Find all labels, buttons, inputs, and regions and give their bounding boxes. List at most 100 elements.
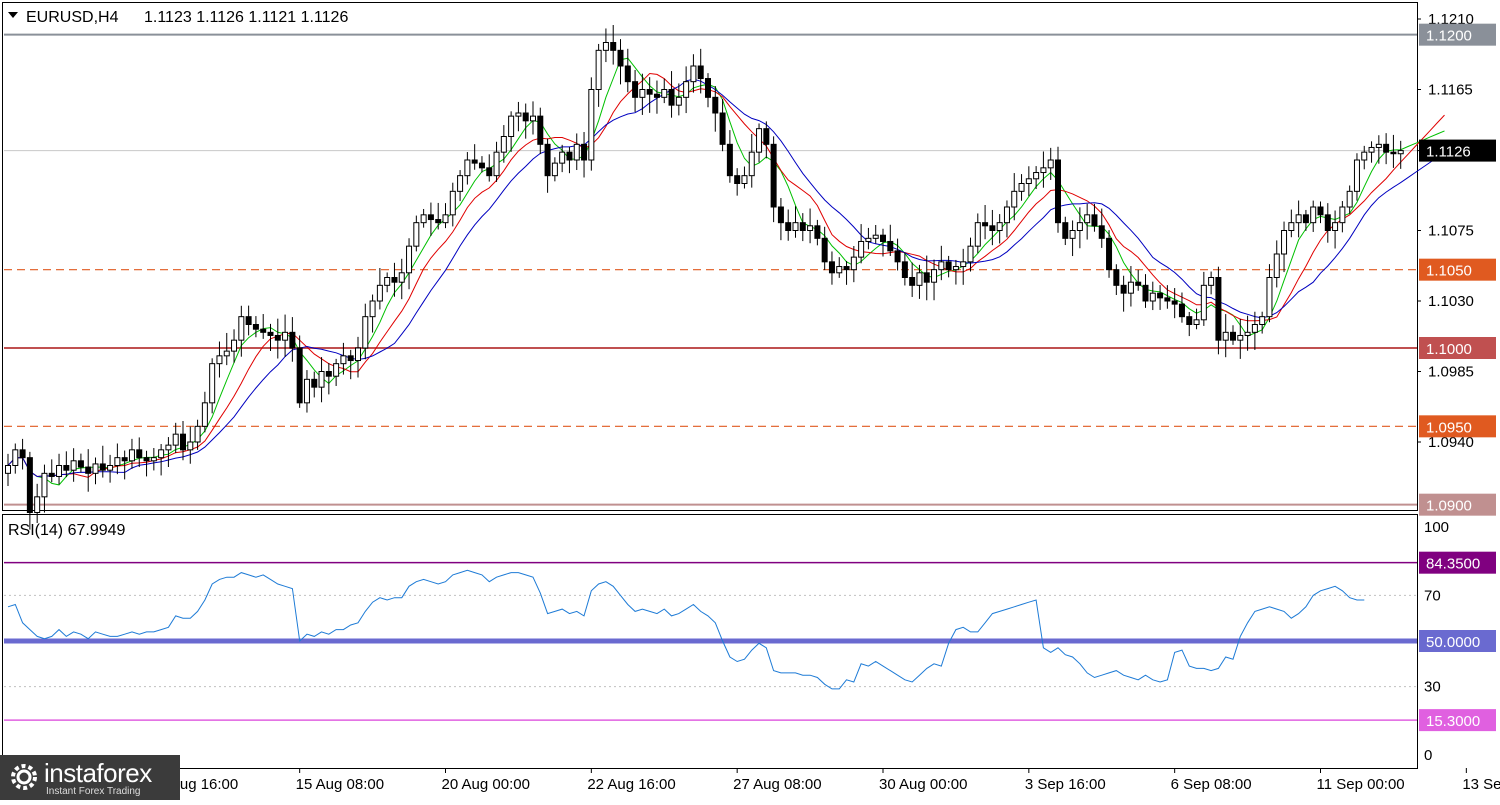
candle-body[interactable]	[712, 96, 719, 114]
candle-body[interactable]	[201, 402, 208, 427]
candle-body[interactable]	[880, 234, 886, 242]
candle-body[interactable]	[1361, 151, 1368, 161]
candle-body[interactable]	[1339, 206, 1346, 224]
candle-body[interactable]	[675, 96, 682, 106]
candle-body[interactable]	[967, 245, 974, 263]
candle-body[interactable]	[1230, 331, 1236, 341]
candle-body[interactable]	[916, 272, 923, 286]
candle-body[interactable]	[340, 355, 347, 365]
candle-body[interactable]	[1266, 277, 1273, 318]
candle-body[interactable]	[128, 449, 135, 462]
candle-body[interactable]	[1106, 237, 1113, 271]
candle-body[interactable]	[493, 151, 500, 177]
candle-body[interactable]	[894, 250, 901, 263]
candle-body[interactable]	[610, 42, 617, 51]
candle-body[interactable]	[1208, 277, 1215, 286]
candle-body[interactable]	[500, 136, 507, 153]
candle-body[interactable]	[566, 151, 573, 161]
candle-body[interactable]	[1062, 222, 1069, 239]
candle-body[interactable]	[1259, 316, 1266, 325]
candle-body[interactable]	[617, 49, 624, 67]
candle-body[interactable]	[1135, 281, 1142, 286]
candle-body[interactable]	[770, 143, 777, 208]
candle-body[interactable]	[187, 441, 194, 451]
candle-body[interactable]	[376, 284, 383, 302]
candle-body[interactable]	[1215, 277, 1222, 341]
candle-body[interactable]	[705, 78, 711, 98]
candle-body[interactable]	[785, 222, 792, 232]
candle-body[interactable]	[748, 151, 755, 177]
candle-body[interactable]	[85, 466, 92, 474]
candle-body[interactable]	[690, 65, 697, 83]
candle-body[interactable]	[653, 93, 660, 98]
candle-body[interactable]	[945, 261, 952, 271]
candle-body[interactable]	[1390, 151, 1397, 155]
candle-body[interactable]	[1317, 206, 1324, 216]
candle-body[interactable]	[1142, 284, 1149, 302]
candle-body[interactable]	[763, 128, 770, 145]
candle-body[interactable]	[1193, 319, 1200, 325]
candle-body[interactable]	[449, 190, 456, 216]
candle-body[interactable]	[639, 89, 646, 98]
candle-body[interactable]	[325, 371, 332, 377]
candle-body[interactable]	[245, 316, 252, 325]
candle-body[interactable]	[311, 378, 318, 388]
candle-body[interactable]	[821, 237, 828, 263]
candle-body[interactable]	[5, 465, 11, 474]
candle-body[interactable]	[1033, 172, 1040, 180]
candle-body[interactable]	[923, 272, 930, 283]
candle-body[interactable]	[165, 444, 172, 451]
candle-body[interactable]	[952, 266, 959, 271]
candle-body[interactable]	[1397, 150, 1404, 155]
candle-body[interactable]	[158, 449, 165, 459]
rsi-panel[interactable]	[2, 514, 1418, 769]
candle-body[interactable]	[70, 460, 77, 471]
candle-body[interactable]	[814, 225, 821, 239]
candle-body[interactable]	[26, 457, 33, 513]
candle-body[interactable]	[19, 449, 26, 459]
candle-body[interactable]	[1091, 214, 1098, 227]
candle-body[interactable]	[573, 143, 580, 161]
candle-body[interactable]	[595, 49, 602, 90]
candle-body[interactable]	[231, 339, 238, 352]
candle-body[interactable]	[1222, 331, 1229, 341]
candle-body[interactable]	[1383, 143, 1390, 153]
candle-body[interactable]	[223, 350, 230, 357]
candle-body[interactable]	[1076, 222, 1083, 232]
candle-body[interactable]	[530, 115, 536, 122]
candle-body[interactable]	[668, 89, 675, 106]
candle-body[interactable]	[1025, 178, 1032, 185]
candle-body[interactable]	[216, 355, 223, 365]
candle-body[interactable]	[143, 457, 150, 462]
candle-body[interactable]	[858, 240, 865, 258]
candle-body[interactable]	[581, 143, 588, 161]
candle-body[interactable]	[464, 159, 471, 177]
candle-body[interactable]	[1098, 225, 1105, 239]
candle-body[interactable]	[63, 465, 70, 471]
candle-body[interactable]	[1288, 222, 1295, 232]
candle-body[interactable]	[267, 331, 274, 336]
candle-body[interactable]	[1368, 146, 1375, 153]
candle-body[interactable]	[1120, 284, 1127, 294]
candle-body[interactable]	[486, 167, 493, 177]
candle-body[interactable]	[1069, 230, 1076, 239]
candle-body[interactable]	[1040, 167, 1047, 174]
candle-body[interactable]	[960, 261, 967, 268]
candle-body[interactable]	[515, 112, 522, 117]
candle-body[interactable]	[646, 89, 653, 95]
candle-body[interactable]	[872, 234, 879, 239]
candle-body[interactable]	[1237, 334, 1244, 341]
candle-body[interactable]	[442, 214, 449, 224]
candle-body[interactable]	[588, 89, 595, 161]
candle-body[interactable]	[296, 347, 303, 404]
candle-body[interactable]	[522, 112, 529, 122]
candle-body[interactable]	[544, 143, 551, 177]
dropdown-triangle-icon[interactable]	[8, 12, 18, 18]
candle-body[interactable]	[435, 219, 442, 224]
candle-body[interactable]	[1149, 292, 1156, 302]
candle-body[interactable]	[989, 225, 996, 232]
candle-body[interactable]	[333, 363, 340, 377]
candle-body[interactable]	[624, 65, 631, 83]
candle-body[interactable]	[1003, 206, 1010, 224]
candle-body[interactable]	[836, 266, 843, 274]
